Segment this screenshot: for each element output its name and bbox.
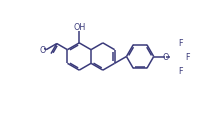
Text: O: O xyxy=(39,46,46,55)
Text: F: F xyxy=(178,39,183,48)
Text: O: O xyxy=(162,53,168,61)
Text: F: F xyxy=(186,53,190,61)
Text: OH: OH xyxy=(73,22,85,31)
Text: F: F xyxy=(178,66,183,75)
